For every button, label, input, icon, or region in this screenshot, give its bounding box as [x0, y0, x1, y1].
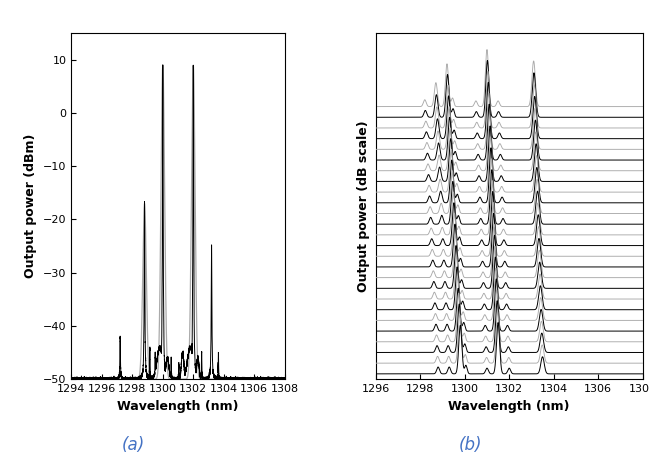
- Y-axis label: Output power (dBm): Output power (dBm): [25, 134, 38, 278]
- X-axis label: Wavelength (nm): Wavelength (nm): [117, 400, 239, 412]
- Y-axis label: Output power (dB scale): Output power (dB scale): [358, 120, 371, 292]
- Text: (a): (a): [121, 436, 145, 454]
- Text: (b): (b): [459, 436, 482, 454]
- X-axis label: Wavelength (nm): Wavelength (nm): [448, 400, 570, 412]
